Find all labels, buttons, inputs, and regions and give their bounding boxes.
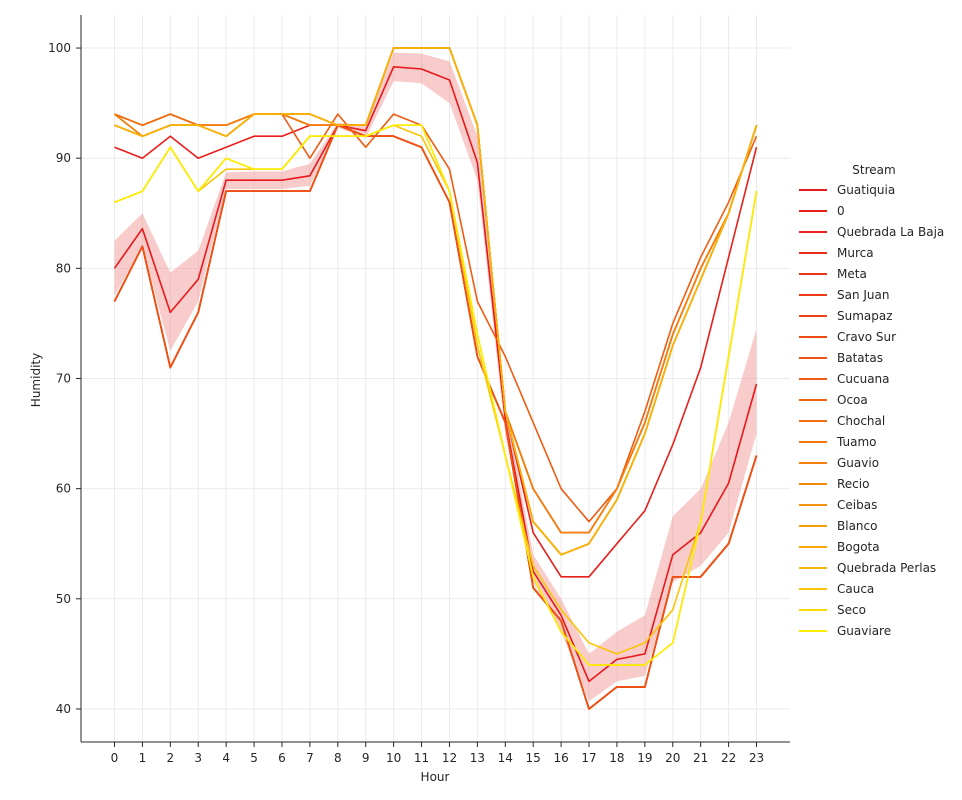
x-tick-label: 17 xyxy=(581,751,596,765)
x-tick-labels: 0 1 2 3 4 5 6 7 8 9 10 11 12 13 14 15 16 17 18 19 20 21 22 23 xyxy=(111,742,764,765)
x-tick-label: 18 xyxy=(609,751,624,765)
legend-label: Blanco xyxy=(837,519,877,533)
x-tick-label: 1 xyxy=(139,751,147,765)
series-line-21 xyxy=(114,124,758,666)
legend-label: Cauca xyxy=(837,582,874,596)
legend-label: San Juan xyxy=(837,288,890,302)
legend-label: Chochal xyxy=(837,414,885,428)
series-line-16 xyxy=(114,47,758,556)
series-line-11 xyxy=(114,47,758,534)
x-tick-label: 0 xyxy=(111,751,119,765)
legend-label: Cucuana xyxy=(837,372,890,386)
x-tick-label: 19 xyxy=(637,751,652,765)
x-tick-label: 11 xyxy=(414,751,429,765)
x-tick-label: 20 xyxy=(665,751,680,765)
legend-label: Guatiquia xyxy=(837,183,895,197)
legend-label: Bogota xyxy=(837,540,880,554)
x-tick-label: 15 xyxy=(526,751,541,765)
legend-label: Guavio xyxy=(837,456,879,470)
x-tick-label: 3 xyxy=(194,751,202,765)
x-axis-label: Hour xyxy=(421,770,450,784)
x-tick-label: 23 xyxy=(749,751,764,765)
y-tick-label: 80 xyxy=(56,261,71,275)
series-line-17 xyxy=(114,47,758,556)
x-tick-label: 7 xyxy=(306,751,314,765)
series-line-14 xyxy=(114,47,758,556)
y-tick-label: 70 xyxy=(56,372,71,386)
y-axis-label: Humidity xyxy=(29,353,43,407)
x-tick-label: 14 xyxy=(498,751,513,765)
legend-label: Ocoa xyxy=(837,393,868,407)
x-tick-label: 21 xyxy=(693,751,708,765)
legend-label: 0 xyxy=(837,204,845,218)
legend-label: Batatas xyxy=(837,351,883,365)
legend-label: Murca xyxy=(837,246,874,260)
series-layer xyxy=(113,47,758,710)
x-tick-label: 13 xyxy=(470,751,485,765)
legend-label: Meta xyxy=(837,267,867,281)
x-tick-label: 2 xyxy=(167,751,175,765)
legend-label: Recio xyxy=(837,477,869,491)
x-tick-label: 5 xyxy=(250,751,258,765)
series-line-18 xyxy=(114,47,758,556)
legend-label: Quebrada Perlas xyxy=(837,561,936,575)
legend: Stream Guatiquia 0 Quebrada La Baja Murca Me… xyxy=(799,163,944,638)
y-tick-label: 100 xyxy=(48,41,71,55)
y-tick-labels: 40 50 60 70 80 90 100 xyxy=(48,41,81,716)
legend-label: Guaviare xyxy=(837,624,891,638)
legend-label: Sumapaz xyxy=(837,309,893,323)
legend-label: Seco xyxy=(837,603,866,617)
legend-title: Stream xyxy=(852,163,895,177)
y-tick-label: 40 xyxy=(56,702,71,716)
x-tick-label: 22 xyxy=(721,751,736,765)
y-tick-label: 90 xyxy=(56,151,71,165)
x-tick-label: 10 xyxy=(386,751,401,765)
legend-label: Ceibas xyxy=(837,498,877,512)
legend-label: Tuamo xyxy=(836,435,877,449)
x-tick-label: 4 xyxy=(222,751,230,765)
y-tick-label: 50 xyxy=(56,592,71,606)
series-line-10 xyxy=(114,47,758,534)
x-tick-label: 9 xyxy=(362,751,370,765)
x-tick-label: 8 xyxy=(334,751,342,765)
y-tick-label: 60 xyxy=(56,482,71,496)
series-line-15 xyxy=(114,47,758,556)
legend-label: Quebrada La Baja xyxy=(837,225,944,239)
grid xyxy=(81,15,790,742)
series-line-19 xyxy=(114,124,758,655)
x-tick-label: 16 xyxy=(553,751,568,765)
series-line-1 xyxy=(114,47,758,578)
series-line-8 xyxy=(113,124,758,710)
series-line-12 xyxy=(114,47,758,534)
x-tick-label: 12 xyxy=(442,751,457,765)
legend-label: Cravo Sur xyxy=(837,330,896,344)
x-tick-label: 6 xyxy=(278,751,286,765)
series-line-13 xyxy=(114,47,758,534)
